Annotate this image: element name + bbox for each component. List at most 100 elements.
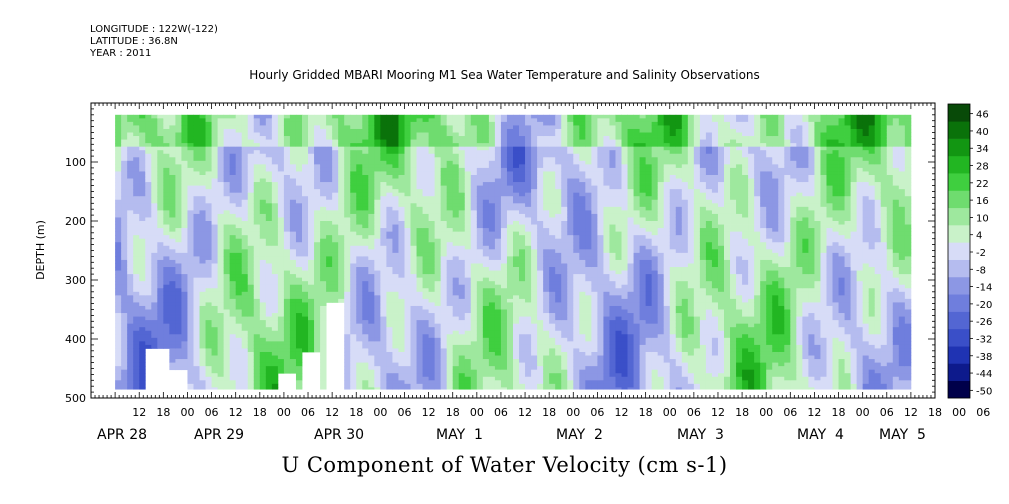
field-cell	[157, 341, 164, 346]
field-cell	[259, 380, 267, 385]
field-cell	[464, 362, 472, 367]
field-cell	[506, 139, 514, 144]
field-cell	[374, 249, 381, 254]
field-cell	[127, 128, 134, 133]
field-cell	[253, 320, 261, 325]
field-cell	[181, 185, 188, 190]
field-cell	[326, 206, 333, 211]
field-cell	[127, 298, 134, 303]
field-cell	[464, 221, 472, 225]
field-cell	[308, 284, 315, 289]
field-cell	[229, 139, 237, 144]
field-cell	[500, 171, 508, 176]
field-cell	[139, 274, 146, 279]
field-cell	[229, 316, 237, 321]
field-cell	[127, 146, 134, 151]
field-cell	[482, 295, 490, 300]
field-cell	[302, 160, 309, 165]
field-cell	[440, 206, 448, 211]
field-cell	[205, 298, 212, 303]
field-cell	[320, 309, 327, 314]
field-cell	[458, 284, 466, 289]
field-cell	[476, 256, 484, 261]
field-cell	[115, 259, 122, 264]
field-cell	[416, 284, 423, 289]
field-cell	[356, 327, 363, 332]
field-cell	[211, 288, 218, 293]
field-cell	[494, 281, 502, 286]
field-cell	[434, 132, 442, 137]
field-cell	[482, 157, 490, 162]
field-cell	[458, 224, 466, 229]
field-cell	[398, 323, 405, 328]
field-cell	[500, 341, 508, 346]
field-cell	[199, 298, 206, 303]
field-cell	[422, 330, 429, 335]
field-cell	[356, 196, 363, 201]
field-cell	[362, 118, 369, 123]
field-cell	[223, 277, 231, 282]
field-cell	[163, 143, 170, 148]
field-cell	[175, 337, 182, 342]
field-cell	[127, 185, 134, 190]
field-cell	[368, 313, 375, 317]
field-cell	[362, 139, 369, 144]
field-cell	[356, 146, 363, 151]
field-cell	[265, 213, 273, 218]
field-cell	[494, 150, 502, 155]
field-cell	[271, 178, 279, 183]
field-cell	[350, 245, 357, 250]
field-cell	[362, 213, 369, 218]
field-cell	[344, 114, 351, 119]
field-cell	[476, 298, 484, 303]
field-cell	[115, 252, 122, 257]
field-cell	[392, 309, 399, 314]
field-cell	[374, 128, 381, 133]
field-cell	[350, 348, 357, 353]
field-cell	[175, 174, 182, 179]
field-cell	[464, 206, 472, 211]
field-cell	[247, 153, 255, 158]
field-cell	[265, 153, 273, 158]
field-cell	[362, 228, 369, 233]
field-cell	[223, 228, 231, 233]
field-cell	[169, 139, 176, 144]
field-cell	[283, 210, 291, 215]
field-cell	[458, 196, 466, 201]
field-cell	[416, 348, 423, 353]
field-cell	[458, 206, 466, 211]
field-cell	[121, 153, 128, 158]
field-cell	[223, 259, 231, 264]
field-cell	[295, 192, 303, 197]
field-cell	[259, 323, 267, 328]
velocity-field	[115, 114, 912, 390]
field-cell	[386, 139, 393, 144]
field-cell	[464, 359, 472, 363]
field-cell	[223, 337, 231, 342]
field-cell	[398, 150, 405, 155]
field-cell	[476, 245, 484, 250]
field-cell	[434, 330, 442, 335]
field-cell	[368, 330, 375, 335]
field-cell	[277, 295, 285, 300]
field-cell	[247, 125, 255, 130]
field-cell	[217, 359, 225, 363]
field-cell	[392, 189, 399, 194]
field-cell	[356, 150, 363, 155]
field-cell	[362, 182, 369, 186]
field-cell	[223, 192, 231, 197]
field-cell	[434, 281, 442, 286]
field-cell	[350, 224, 357, 229]
field-cell	[392, 164, 399, 169]
field-cell	[163, 213, 170, 218]
field-cell	[350, 302, 357, 307]
field-cell	[145, 132, 152, 137]
field-cell	[115, 334, 122, 339]
field-cell	[482, 125, 490, 130]
field-cell	[404, 171, 411, 176]
field-cell	[404, 153, 411, 158]
field-cell	[235, 182, 243, 186]
field-cell	[482, 291, 490, 296]
field-cell	[344, 143, 351, 148]
field-cell	[398, 337, 405, 342]
